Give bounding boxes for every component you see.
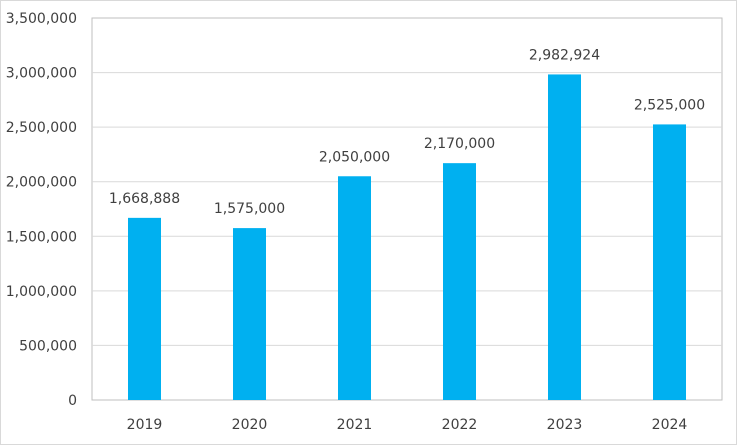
y-tick-label: 1,500,000 [6,229,77,245]
bar-2019 [128,217,161,400]
bar-2023 [548,74,581,400]
data-label-2021: 2,050,000 [319,149,390,165]
y-tick-label: 0 [68,393,77,409]
y-tick-label: 3,000,000 [6,66,77,82]
plot-area [91,17,723,401]
data-label-2023: 2,982,924 [529,47,600,63]
bars [128,74,686,401]
grid-lines [92,72,722,346]
y-tick-label: 2,000,000 [6,175,77,191]
data-label-2020: 1,575,000 [214,201,285,217]
bar-2022 [443,163,476,400]
data-label-2019: 1,668,888 [109,191,180,207]
bar-2024 [653,124,686,401]
data-label-2022: 2,170,000 [424,136,495,152]
x-tick-label-2019: 2019 [127,417,163,433]
x-tick-label-2021: 2021 [337,417,373,433]
y-axis-labels: 0 500,000 1,000,000 1,500,000 2,000,000 2,500… [6,11,77,409]
x-tick-label-2020: 2020 [232,417,268,433]
x-tick-label-2024: 2024 [652,417,688,433]
y-tick-label: 2,500,000 [6,120,77,136]
x-axis-labels: 2019 2020 2021 2022 2023 2024 [127,417,688,433]
x-tick-label-2022: 2022 [442,417,478,433]
bar-2020 [233,228,266,400]
bar-2021 [338,176,371,400]
y-tick-label: 1,000,000 [6,284,77,300]
x-tick-label-2023: 2023 [547,417,583,433]
data-label-2024: 2,525,000 [634,97,705,113]
y-tick-label: 500,000 [19,338,77,354]
data-labels: 1,668,888 1,575,000 2,050,000 2,170,000 2,98… [109,47,705,217]
y-tick-label: 3,500,000 [6,11,77,27]
